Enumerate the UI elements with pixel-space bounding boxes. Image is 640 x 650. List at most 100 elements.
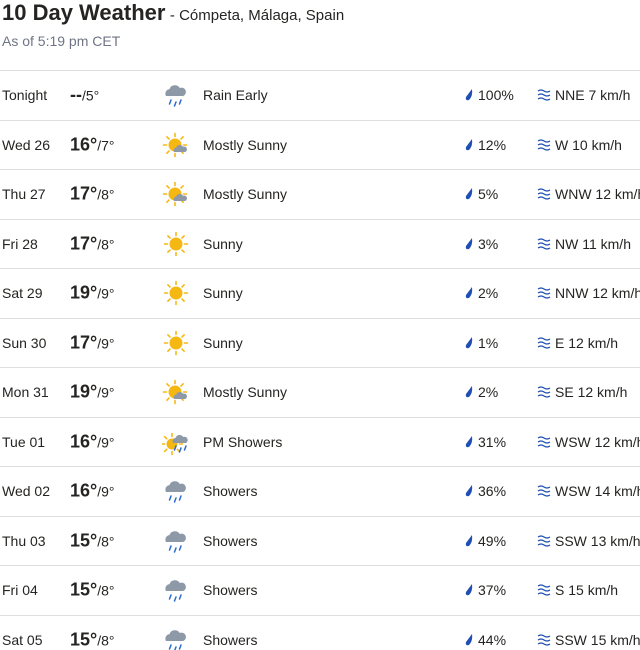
wind-line — [537, 436, 551, 440]
cloud — [165, 629, 186, 641]
weather-icon — [162, 132, 188, 158]
sun-ray — [181, 284, 185, 289]
wind-line — [537, 535, 551, 539]
wind-line — [537, 592, 551, 596]
wind: S 15 km/h — [555, 582, 619, 599]
sun — [169, 237, 183, 251]
low-temp: /9° — [97, 434, 115, 451]
cloud — [165, 580, 186, 592]
wind-line — [537, 291, 551, 295]
wind-line — [537, 493, 551, 497]
temperature: 17°/8° — [70, 233, 115, 254]
weather-icon — [165, 85, 186, 107]
wind-line — [537, 147, 551, 151]
sun-ray — [167, 248, 171, 253]
rain-drop — [178, 545, 182, 551]
wind-line — [537, 642, 551, 646]
wind: SSW 15 km/h — [555, 631, 640, 648]
day: Sat 05 — [2, 631, 43, 648]
sun-ray — [181, 248, 185, 253]
condition: Showers — [203, 631, 258, 648]
wind: WSW 14 km/h — [555, 483, 640, 500]
forecast-row: Sun 30 17°/9° Sunny 1% E 12 km/h — [0, 317, 640, 368]
day: Tonight — [2, 87, 48, 104]
forecast-row: Thu 27 17°/8° Mostly Sunny 5% WNW 12 km/h — [0, 169, 640, 219]
day: Fri 04 — [2, 582, 38, 599]
weather-icon — [162, 432, 188, 456]
sun-ray — [180, 383, 184, 388]
precip-icon — [465, 237, 473, 249]
precip: 49% — [478, 532, 507, 549]
wind-line — [537, 337, 551, 341]
wind-line — [537, 188, 551, 192]
precip: 5% — [478, 186, 499, 203]
precip: 31% — [478, 433, 507, 450]
drop — [465, 435, 473, 447]
forecast-row: Wed 26 16°/7° Mostly Sunny 12% W 10 km/h — [0, 119, 640, 170]
high-temp: 19° — [70, 282, 98, 303]
temperature: 19°/9° — [70, 283, 115, 304]
wind-line — [537, 93, 551, 97]
rain-drop — [168, 99, 172, 105]
weather-icon — [162, 181, 188, 207]
low-temp: /5° — [82, 87, 100, 104]
low-temp: /8° — [97, 186, 115, 203]
forecast-row: Fri 28 17°/8° Sunny 3% NW 11 km/h — [0, 218, 640, 269]
sun-ray — [166, 149, 170, 154]
low-temp: /8° — [97, 632, 115, 649]
condition: PM Showers — [203, 433, 283, 450]
wind-line — [537, 638, 551, 642]
rain-drop — [173, 547, 177, 553]
precip-icon — [465, 336, 473, 348]
sun-ray — [181, 347, 185, 352]
temperature: 15°/8° — [70, 580, 115, 601]
rain-drop — [168, 495, 172, 501]
sun-ray — [163, 448, 168, 452]
temperature: 17°/8° — [70, 184, 115, 205]
precip-icon — [465, 435, 473, 447]
sun — [169, 336, 183, 350]
rain-drop — [178, 644, 182, 650]
cloud — [173, 194, 187, 202]
wind: E 12 km/h — [555, 334, 619, 351]
sun-ray — [180, 135, 184, 140]
sun-ray — [181, 298, 185, 303]
drop — [465, 485, 473, 497]
day: Thu 03 — [2, 532, 46, 549]
forecast-row: Thu 03 15°/8° Showers 49% SSW 13 km/h — [0, 515, 640, 566]
wind: NNE 7 km/h — [555, 87, 631, 104]
rain-drop — [173, 445, 177, 451]
day: Thu 27 — [2, 186, 46, 203]
rain-drop — [173, 101, 177, 107]
precip: 100% — [478, 87, 514, 104]
day: Wed 02 — [2, 483, 50, 500]
day: Mon 31 — [2, 384, 49, 401]
weather-icon — [165, 629, 186, 650]
weather-icon — [163, 330, 189, 356]
high-temp: 17° — [70, 332, 98, 353]
wind-line — [537, 390, 551, 394]
precip-icon — [465, 534, 473, 546]
precip-icon — [465, 386, 473, 398]
wind-icon — [537, 584, 551, 596]
wind-line — [537, 634, 551, 638]
precip: 1% — [478, 334, 499, 351]
temperature: 17°/9° — [70, 332, 115, 353]
rain-drop — [173, 497, 177, 503]
weather-icon — [163, 280, 189, 306]
temperature: 15°/8° — [70, 530, 115, 551]
drop — [465, 584, 473, 596]
sun-ray — [181, 333, 185, 338]
forecast-row: Wed 02 16°/9° Showers 36% WSW 14 km/h — [0, 466, 640, 516]
sun-ray — [167, 234, 171, 239]
precip: 36% — [478, 483, 507, 500]
low-temp: /9° — [97, 285, 115, 302]
drop — [465, 237, 473, 249]
wind: W 10 km/h — [555, 136, 622, 153]
high-temp: 15° — [70, 579, 98, 600]
drop — [465, 534, 473, 546]
wind-icon — [537, 188, 551, 200]
precip-icon — [465, 485, 473, 497]
cloud — [165, 481, 186, 493]
